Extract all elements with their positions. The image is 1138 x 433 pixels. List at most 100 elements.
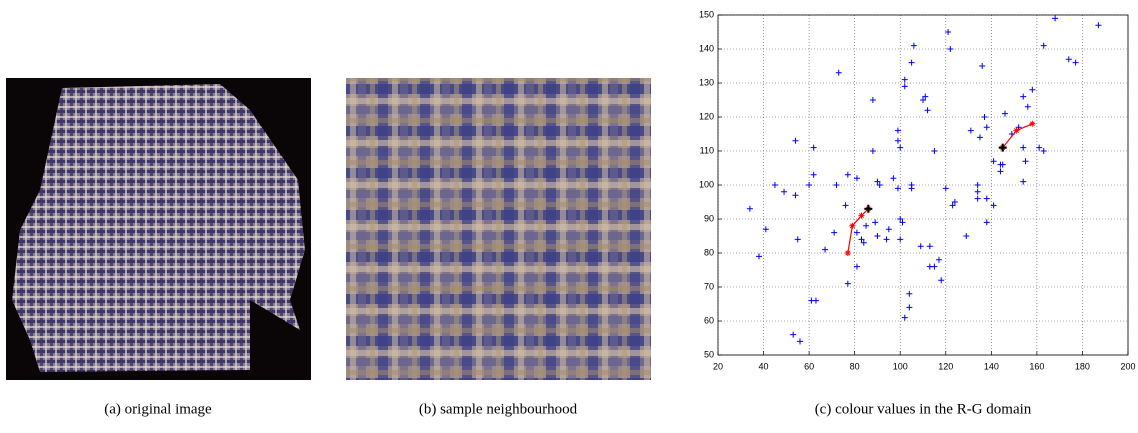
plot-frame xyxy=(717,14,1129,356)
point xyxy=(990,202,997,209)
scatter-chart: 20 40 60 80 100 120 140 160 180 200 50 60 70 80 90 100 1… xyxy=(699,9,1136,371)
point xyxy=(858,236,865,243)
point xyxy=(860,239,867,246)
y-tick-label: 80 xyxy=(704,247,714,257)
point xyxy=(858,212,865,219)
point xyxy=(963,233,970,239)
y-tick-label: 90 xyxy=(704,213,714,223)
point xyxy=(899,219,906,226)
point xyxy=(1002,110,1008,117)
point xyxy=(1040,42,1047,49)
y-tick-label: 140 xyxy=(699,43,714,53)
point xyxy=(1020,178,1027,185)
point xyxy=(762,226,769,233)
point xyxy=(853,175,860,182)
y-tick-label: 60 xyxy=(704,315,714,325)
x-tick-label: 60 xyxy=(804,361,814,371)
point xyxy=(885,226,892,233)
point xyxy=(1036,144,1043,151)
point xyxy=(792,192,799,199)
point xyxy=(931,263,938,270)
point xyxy=(924,107,931,114)
point xyxy=(894,185,901,192)
point xyxy=(935,256,942,263)
point xyxy=(1040,148,1047,154)
point xyxy=(974,188,981,195)
point xyxy=(844,171,851,178)
y-tick-label: 120 xyxy=(699,111,714,121)
point xyxy=(906,304,913,311)
point xyxy=(844,250,851,256)
point xyxy=(897,236,904,243)
point xyxy=(947,46,954,52)
point xyxy=(1072,59,1079,66)
point xyxy=(931,148,938,154)
point xyxy=(869,148,876,154)
point xyxy=(853,229,860,236)
point xyxy=(756,253,762,260)
point xyxy=(1020,93,1027,100)
point xyxy=(908,59,915,66)
point xyxy=(901,76,908,83)
point xyxy=(922,93,929,100)
y-tick-label: 100 xyxy=(699,179,714,189)
y-tick-label: 50 xyxy=(704,349,714,359)
point xyxy=(849,222,856,229)
point xyxy=(910,42,917,49)
point xyxy=(997,168,1004,175)
point xyxy=(810,171,817,178)
trajectory-line xyxy=(847,208,869,254)
point xyxy=(864,204,873,213)
x-tick-label: 20 xyxy=(713,361,723,371)
point xyxy=(983,195,990,202)
y-tick-label: 130 xyxy=(699,77,714,87)
point xyxy=(976,134,983,141)
point xyxy=(942,185,949,192)
point xyxy=(1095,22,1102,29)
point xyxy=(999,161,1006,168)
point xyxy=(908,182,915,188)
point xyxy=(844,280,851,287)
point xyxy=(917,243,924,250)
point xyxy=(974,182,981,188)
point xyxy=(951,199,958,205)
point xyxy=(822,246,829,253)
point xyxy=(981,114,988,120)
point xyxy=(872,219,879,226)
point xyxy=(1022,158,1029,165)
x-tick-label: 160 xyxy=(1029,361,1044,371)
point xyxy=(1020,144,1027,151)
point xyxy=(945,29,952,35)
point xyxy=(938,277,945,284)
point xyxy=(1052,15,1059,22)
point xyxy=(883,236,890,243)
x-tick-label: 40 xyxy=(759,361,769,371)
point xyxy=(746,205,753,212)
point xyxy=(967,127,974,134)
point xyxy=(1065,56,1072,63)
point xyxy=(790,331,797,338)
y-tick-label: 70 xyxy=(704,281,714,291)
point xyxy=(853,263,860,270)
point xyxy=(810,144,817,151)
point xyxy=(998,143,1007,152)
point xyxy=(792,137,799,144)
sample-neighbourhood xyxy=(346,78,651,380)
point xyxy=(874,178,881,185)
point xyxy=(983,219,990,226)
point xyxy=(901,314,908,321)
caption: (c) colour values in the R-G domain xyxy=(815,401,1032,417)
point xyxy=(831,229,838,236)
original-image xyxy=(6,78,311,380)
point xyxy=(897,144,904,151)
point xyxy=(806,182,813,188)
point xyxy=(869,97,876,103)
point xyxy=(983,124,990,131)
point xyxy=(894,137,901,144)
y-tick-label: 150 xyxy=(699,9,714,19)
caption: (a) original image xyxy=(104,401,212,417)
point xyxy=(876,182,883,188)
point xyxy=(797,338,803,345)
